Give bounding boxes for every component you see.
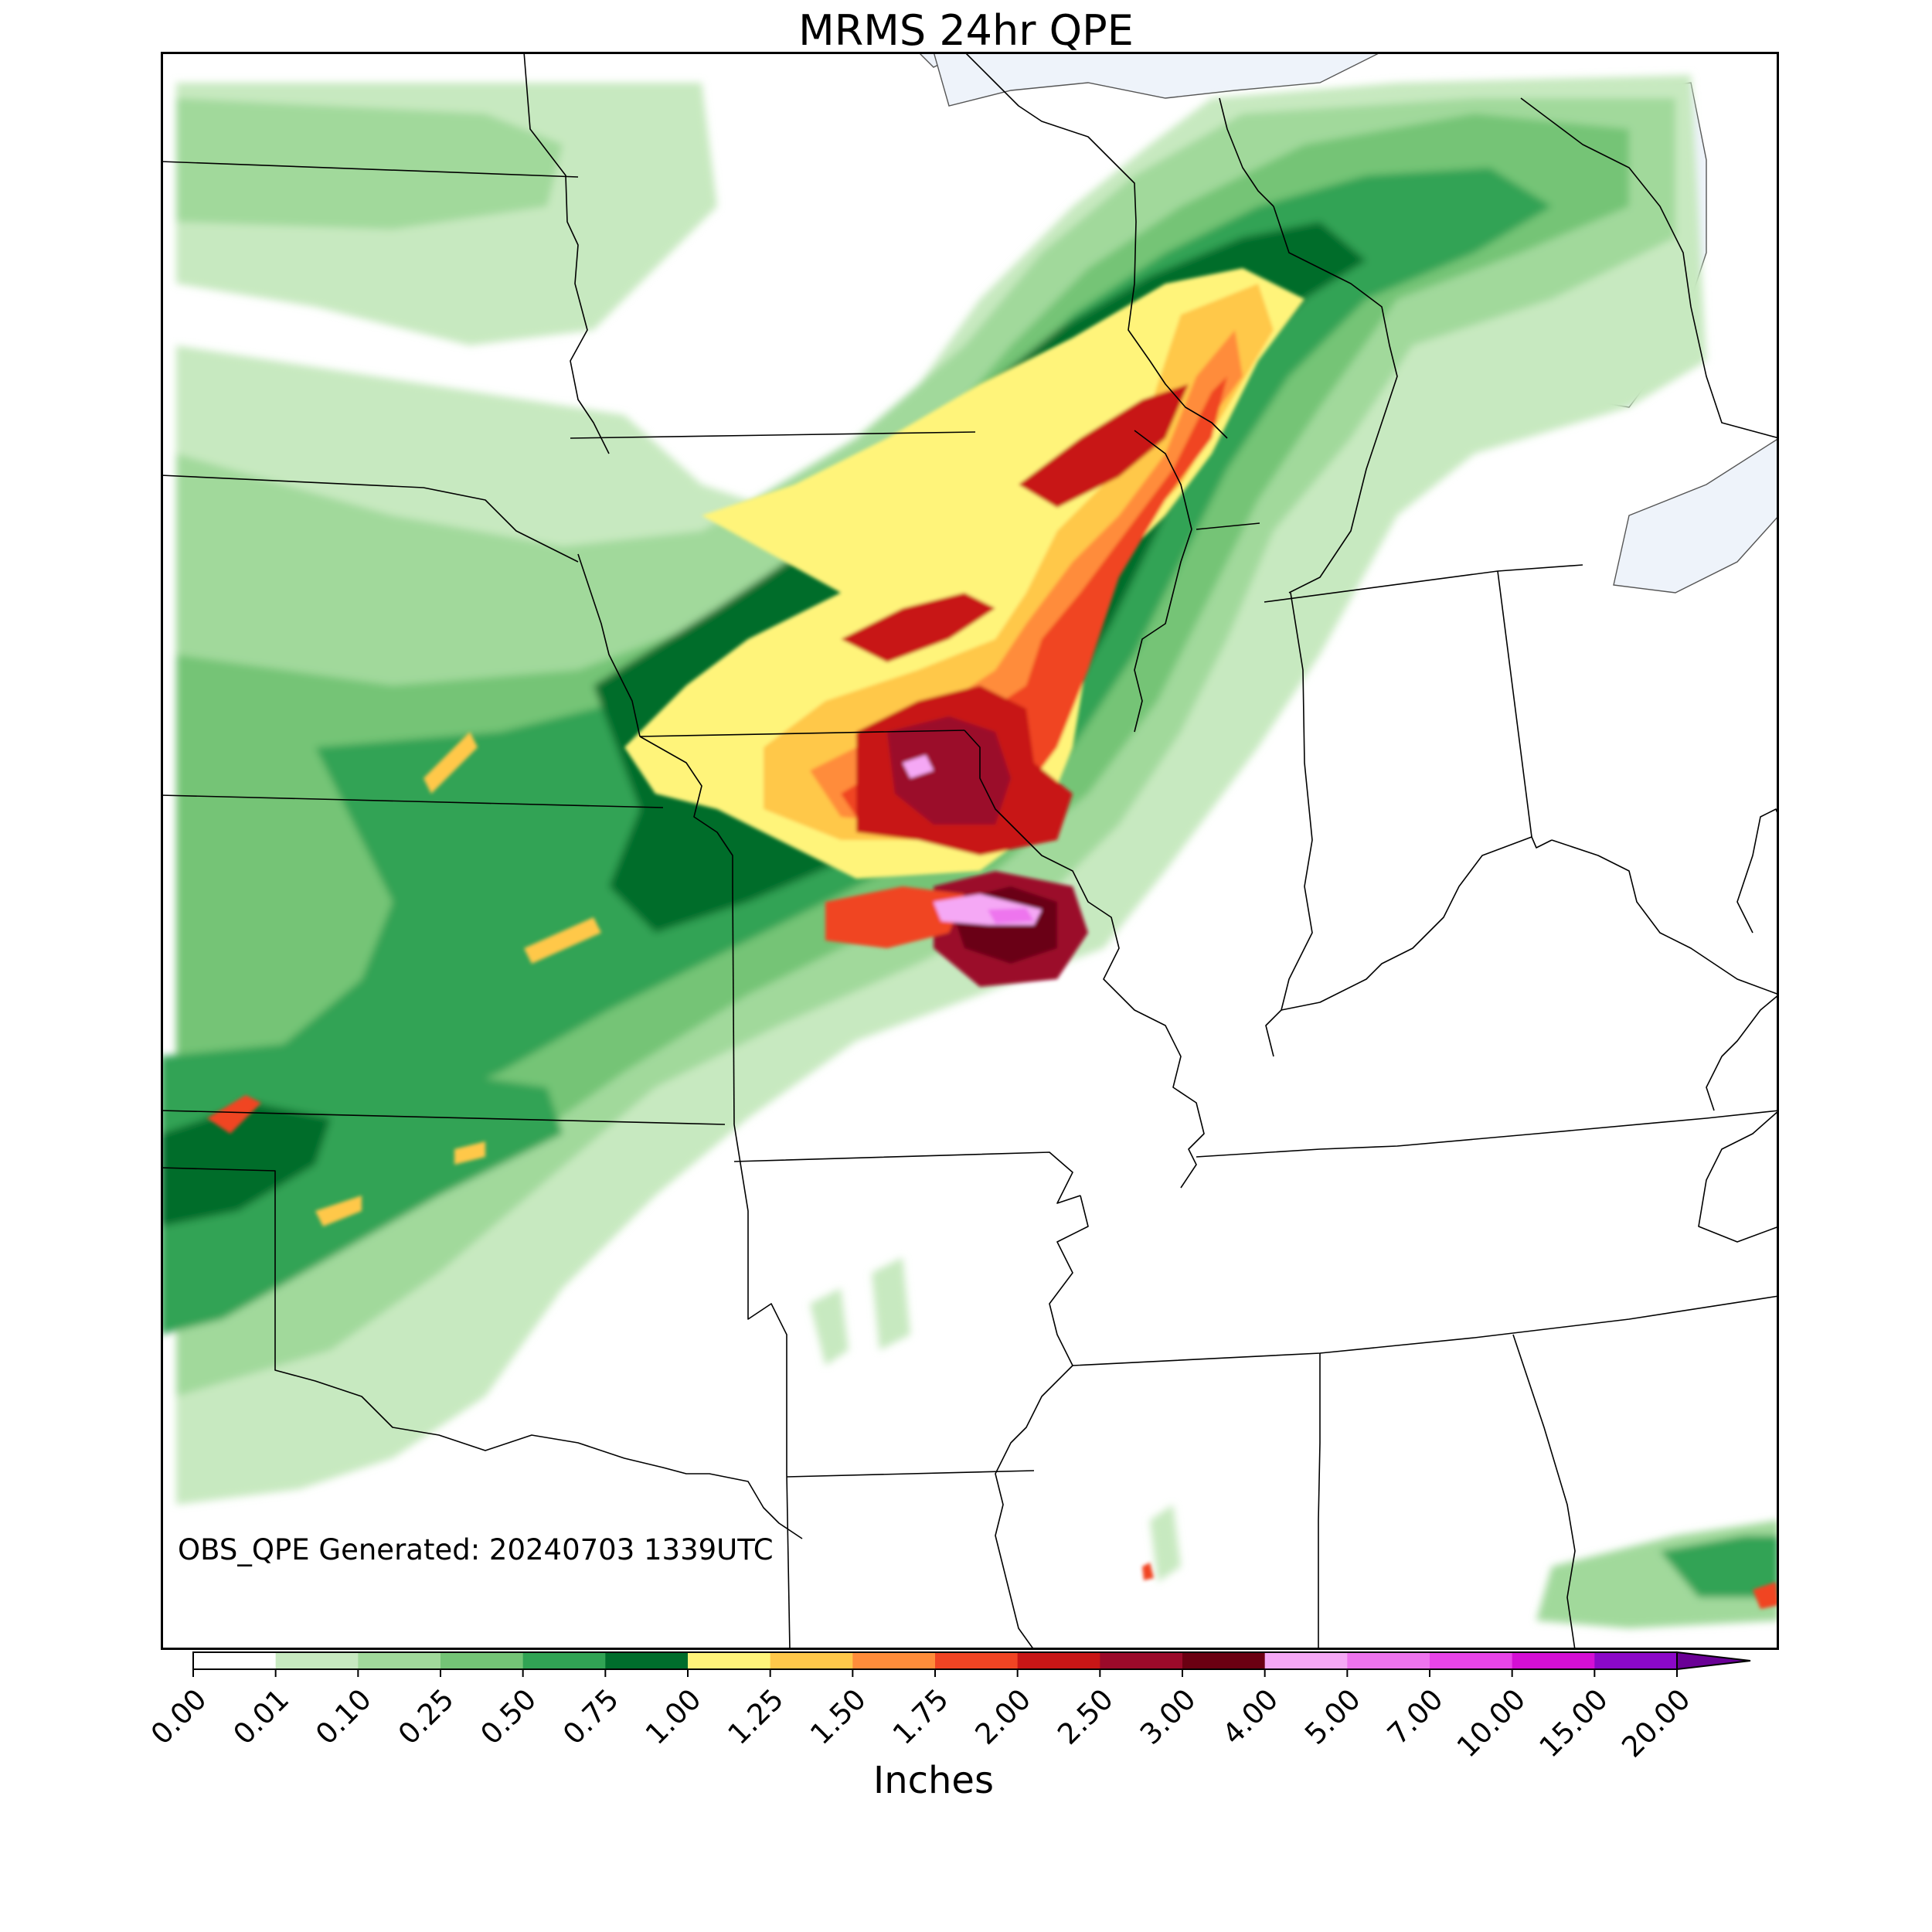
boundary-al-ga: [1512, 1334, 1576, 1650]
colorbar-swatch: [522, 1652, 606, 1669]
boundary-il-in: [1265, 592, 1313, 1057]
boundary-ok-tx: [161, 1167, 803, 1539]
colorbar-tick-label: 3.00: [1134, 1682, 1202, 1751]
boundary-in-oh: [1497, 570, 1532, 838]
colorbar-tick-label: 20.00: [1615, 1682, 1696, 1764]
colorbar-swatch: [1512, 1652, 1595, 1669]
boundary-ks-mo: [732, 886, 735, 1125]
colorbar-swatch: [193, 1652, 277, 1669]
map-frame: [161, 52, 1779, 1650]
boundary-wv-va: [1706, 994, 1779, 1111]
colorbar-tick-label: 0.25: [392, 1682, 461, 1751]
colorbar-swatch: [440, 1652, 524, 1669]
boundary-ar-la: [786, 1470, 1035, 1478]
colorbar-tick-label: 1.25: [722, 1682, 791, 1751]
boundary-mi-west: [1273, 206, 1398, 594]
colorbar-tick-label: 1.75: [886, 1682, 955, 1751]
boundary-in-ky: [1281, 836, 1553, 1011]
colorbar-tick-label: 0.01: [227, 1682, 296, 1751]
map-panel: [161, 52, 1779, 1650]
precipitation-field: [161, 75, 1779, 1628]
boundary-ks-ok: [161, 1110, 726, 1125]
colorbar-tick-label: 2.00: [969, 1682, 1038, 1751]
colorbar-tick-label: 0.75: [556, 1682, 625, 1751]
boundary-ar-tn-ms: [995, 1195, 1089, 1650]
colorbar-tick-label: 1.50: [804, 1682, 872, 1751]
boundary-ms-al: [1318, 1353, 1321, 1650]
boundary-sd-ne: [161, 474, 579, 563]
colorbar-tick-label: 0.50: [474, 1682, 543, 1751]
colorbar-tick-label: 2.50: [1051, 1682, 1120, 1751]
colorbar-ticks: 0.00 0.01 0.10 0.25 0.50 0.75 1.00 1.25 1.50 1.75…: [145, 1669, 1697, 1764]
boundary-mn-wi: [964, 52, 1228, 439]
colorbar-swatch: [275, 1652, 359, 1669]
colorbar-swatch: [1264, 1652, 1348, 1669]
colorbar-swatch: [1182, 1652, 1266, 1669]
boundary-nd-sd: [161, 161, 579, 178]
colorbar-tick-label: 0.00: [145, 1682, 213, 1751]
boundary-ia-il: [1134, 529, 1192, 733]
boundary-mi-in-oh: [1264, 564, 1583, 603]
boundary-ne-mo: [639, 736, 733, 886]
colorbar-swatch: [1100, 1652, 1183, 1669]
colorbar-swatches: [192, 1651, 1751, 1671]
colorbar-swatch: [688, 1652, 771, 1669]
boundary-wi-mi-upper: [1219, 97, 1274, 207]
colorbar-tick-label: 7.00: [1381, 1682, 1450, 1751]
colorbar-extend-arrow: [1676, 1651, 1751, 1671]
boundary-wi-il: [1196, 522, 1260, 530]
colorbar-swatch: [770, 1652, 853, 1669]
boundary-ok-ar: [733, 1124, 787, 1474]
colorbar-swatch: [358, 1652, 441, 1669]
boundary-tn-ms-al: [1072, 1295, 1779, 1366]
boundary-sd-mn: [523, 52, 610, 454]
boundary-mi-lower: [1520, 97, 1779, 439]
boundary-ia-mo: [639, 730, 965, 737]
colorbar-swatch: [605, 1652, 689, 1669]
colorbar-tick-label: 10.00: [1451, 1682, 1532, 1764]
colorbar-tick-label: 4.00: [1216, 1682, 1285, 1751]
colorbar-swatch: [1430, 1652, 1513, 1669]
boundary-mo-il: [964, 730, 1205, 1189]
colorbar-swatch: [1017, 1652, 1100, 1669]
generated-timestamp-label: OBS_QPE Generated: 20240703 1339UTC: [178, 1533, 774, 1566]
boundary-ne-ks: [161, 794, 664, 808]
colorbar-swatch: [935, 1652, 1019, 1669]
precipitation-map: [161, 52, 1779, 1650]
colorbar-swatch: [1347, 1652, 1430, 1669]
colorbar-tick-label: 5.00: [1298, 1682, 1367, 1751]
colorbar-swatch: [852, 1652, 936, 1669]
map-title: MRMS 24hr QPE: [798, 6, 1134, 55]
boundary-nc-va: [1698, 1110, 1779, 1243]
boundary-ne-ia: [577, 553, 641, 737]
lake-erie: [1613, 437, 1779, 594]
boundary-oh-pa: [1736, 808, 1779, 934]
boundary-mo-ar: [733, 1151, 1081, 1204]
colorbar-tick-label: 0.10: [309, 1682, 378, 1751]
colorbar-swatch: [1594, 1652, 1678, 1669]
colorbar-label: Inches: [873, 1759, 994, 1802]
state-boundaries: [161, 52, 1779, 1650]
colorbar-tick-label: 1.00: [639, 1682, 708, 1751]
boundary-ia-wi: [1134, 430, 1192, 530]
colorbar-tick-label: 15.00: [1533, 1682, 1614, 1764]
boundary-oh-ky-wv: [1551, 839, 1779, 995]
boundary-mn-ia: [570, 431, 976, 439]
boundary-la-south: [786, 1473, 791, 1650]
lake-superior-north: [933, 52, 1383, 107]
boundary-ky-tn: [1196, 1110, 1779, 1158]
colorbar-outline: [192, 1651, 1678, 1670]
